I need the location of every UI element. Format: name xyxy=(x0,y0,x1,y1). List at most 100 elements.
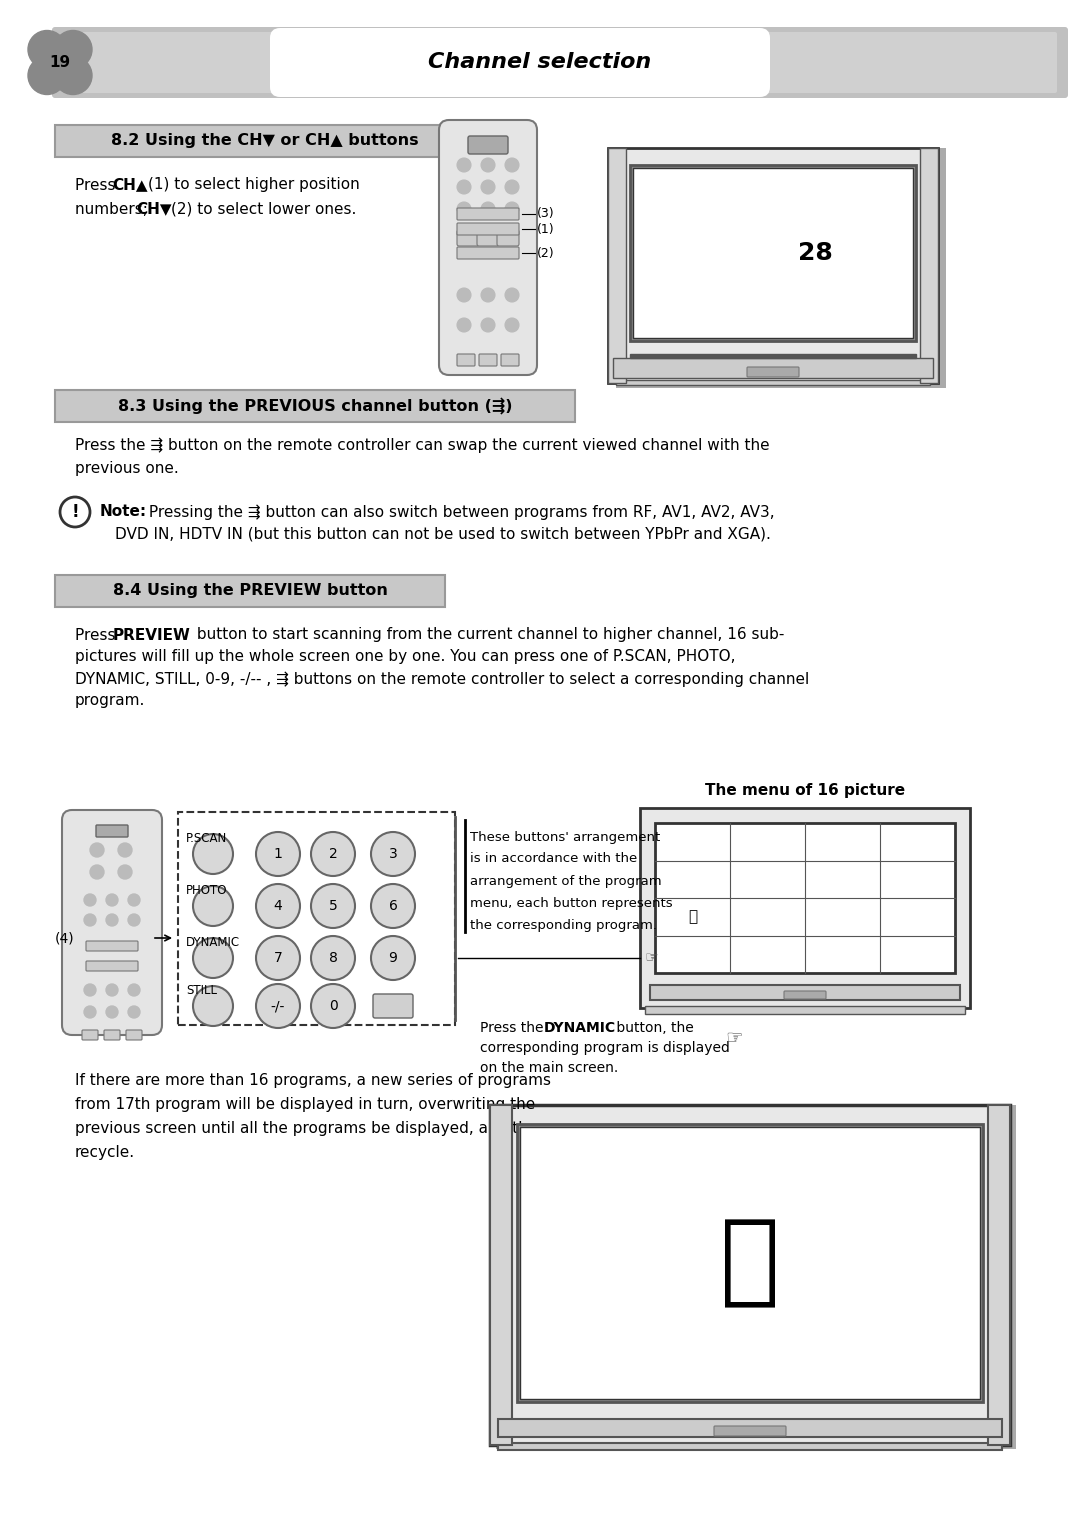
Circle shape xyxy=(505,202,519,215)
FancyBboxPatch shape xyxy=(126,1031,141,1040)
FancyBboxPatch shape xyxy=(55,576,445,608)
Circle shape xyxy=(129,1006,140,1019)
Circle shape xyxy=(106,1006,118,1019)
FancyBboxPatch shape xyxy=(270,27,770,98)
Circle shape xyxy=(129,893,140,906)
Bar xyxy=(613,357,933,379)
Text: DVD IN, HDTV IN (but this button can not be used to switch between YPbPr and XGA: DVD IN, HDTV IN (but this button can not… xyxy=(114,527,771,542)
Bar xyxy=(519,1127,980,1399)
FancyBboxPatch shape xyxy=(501,354,519,366)
Text: previous one.: previous one. xyxy=(75,461,179,476)
Text: 6: 6 xyxy=(389,899,397,913)
FancyBboxPatch shape xyxy=(457,354,475,366)
Circle shape xyxy=(28,31,66,69)
Text: The menu of 16 picture: The menu of 16 picture xyxy=(705,782,905,797)
FancyBboxPatch shape xyxy=(477,231,499,246)
Text: 19: 19 xyxy=(50,55,70,70)
Text: 0: 0 xyxy=(328,999,337,1012)
Circle shape xyxy=(372,884,415,928)
Circle shape xyxy=(118,864,132,880)
FancyBboxPatch shape xyxy=(457,247,519,260)
Circle shape xyxy=(481,202,495,215)
Text: from 17th program will be displayed in turn, overwriting the: from 17th program will be displayed in t… xyxy=(75,1096,536,1112)
Circle shape xyxy=(106,915,118,925)
Bar xyxy=(608,148,626,383)
Text: on the main screen.: on the main screen. xyxy=(480,1061,618,1075)
Text: 8: 8 xyxy=(328,951,337,965)
FancyBboxPatch shape xyxy=(468,136,508,154)
Circle shape xyxy=(84,893,96,906)
Circle shape xyxy=(90,864,104,880)
Text: Press: Press xyxy=(75,177,120,192)
Bar xyxy=(178,812,455,1025)
Circle shape xyxy=(90,843,104,857)
FancyBboxPatch shape xyxy=(457,208,519,220)
Circle shape xyxy=(193,834,233,873)
FancyBboxPatch shape xyxy=(457,231,480,246)
Bar xyxy=(630,165,916,341)
FancyBboxPatch shape xyxy=(438,121,537,376)
Text: 5: 5 xyxy=(328,899,337,913)
Bar xyxy=(490,1106,512,1445)
FancyBboxPatch shape xyxy=(373,994,413,1019)
FancyBboxPatch shape xyxy=(497,231,519,246)
Text: If there are more than 16 programs, a new series of programs: If there are more than 16 programs, a ne… xyxy=(75,1072,551,1087)
Text: CH▼: CH▼ xyxy=(136,202,172,217)
Circle shape xyxy=(84,983,96,996)
Circle shape xyxy=(505,289,519,302)
FancyBboxPatch shape xyxy=(55,389,575,421)
Text: pictures will fill up the whole screen one by one. You can press one of P.SCAN, : pictures will fill up the whole screen o… xyxy=(75,649,735,664)
Bar xyxy=(650,985,960,1000)
Text: menu, each button represents: menu, each button represents xyxy=(470,896,673,910)
Circle shape xyxy=(256,983,300,1028)
Text: STILL: STILL xyxy=(186,983,217,997)
Circle shape xyxy=(481,157,495,173)
Circle shape xyxy=(311,832,355,876)
Circle shape xyxy=(481,318,495,331)
Bar xyxy=(654,823,955,973)
Circle shape xyxy=(481,289,495,302)
Circle shape xyxy=(457,318,471,331)
Circle shape xyxy=(54,56,92,95)
Bar xyxy=(616,380,930,385)
FancyBboxPatch shape xyxy=(104,1031,120,1040)
Text: 3: 3 xyxy=(389,847,397,861)
Bar xyxy=(498,1419,1002,1437)
Bar xyxy=(517,1124,983,1402)
Text: P.SCAN: P.SCAN xyxy=(186,832,227,844)
Text: (1): (1) xyxy=(537,223,555,235)
Circle shape xyxy=(505,157,519,173)
Circle shape xyxy=(256,884,300,928)
Text: CH▲: CH▲ xyxy=(112,177,148,192)
Text: the corresponding program.: the corresponding program. xyxy=(470,919,657,931)
Circle shape xyxy=(481,180,495,194)
FancyBboxPatch shape xyxy=(480,354,497,366)
Text: PREVIEW: PREVIEW xyxy=(113,628,191,643)
FancyBboxPatch shape xyxy=(63,32,1057,93)
Text: 🍒: 🍒 xyxy=(688,909,697,924)
Text: recycle.: recycle. xyxy=(75,1145,135,1159)
Circle shape xyxy=(118,843,132,857)
Text: 4: 4 xyxy=(273,899,282,913)
Bar xyxy=(633,168,913,337)
Text: ☞: ☞ xyxy=(725,1029,743,1048)
Text: DYNAMIC: DYNAMIC xyxy=(186,936,240,948)
Text: is in accordance with the: is in accordance with the xyxy=(470,852,637,866)
FancyBboxPatch shape xyxy=(62,809,162,1035)
Text: 8.4 Using the PREVIEW button: 8.4 Using the PREVIEW button xyxy=(112,583,388,599)
Text: program.: program. xyxy=(75,693,146,709)
Text: DYNAMIC: DYNAMIC xyxy=(544,1022,616,1035)
Circle shape xyxy=(311,884,355,928)
FancyBboxPatch shape xyxy=(784,991,826,999)
Text: -/-: -/- xyxy=(271,999,285,1012)
Circle shape xyxy=(256,832,300,876)
Text: (1) to select higher position: (1) to select higher position xyxy=(148,177,360,192)
Bar xyxy=(988,1106,1010,1445)
Text: Press the: Press the xyxy=(480,1022,548,1035)
Circle shape xyxy=(457,202,471,215)
Circle shape xyxy=(129,915,140,925)
FancyBboxPatch shape xyxy=(457,223,519,235)
Text: Pressing the ⇶ button can also switch between programs from RF, AV1, AV2, AV3,: Pressing the ⇶ button can also switch be… xyxy=(144,504,774,519)
Text: Note:: Note: xyxy=(100,504,147,519)
Bar xyxy=(645,1006,966,1014)
